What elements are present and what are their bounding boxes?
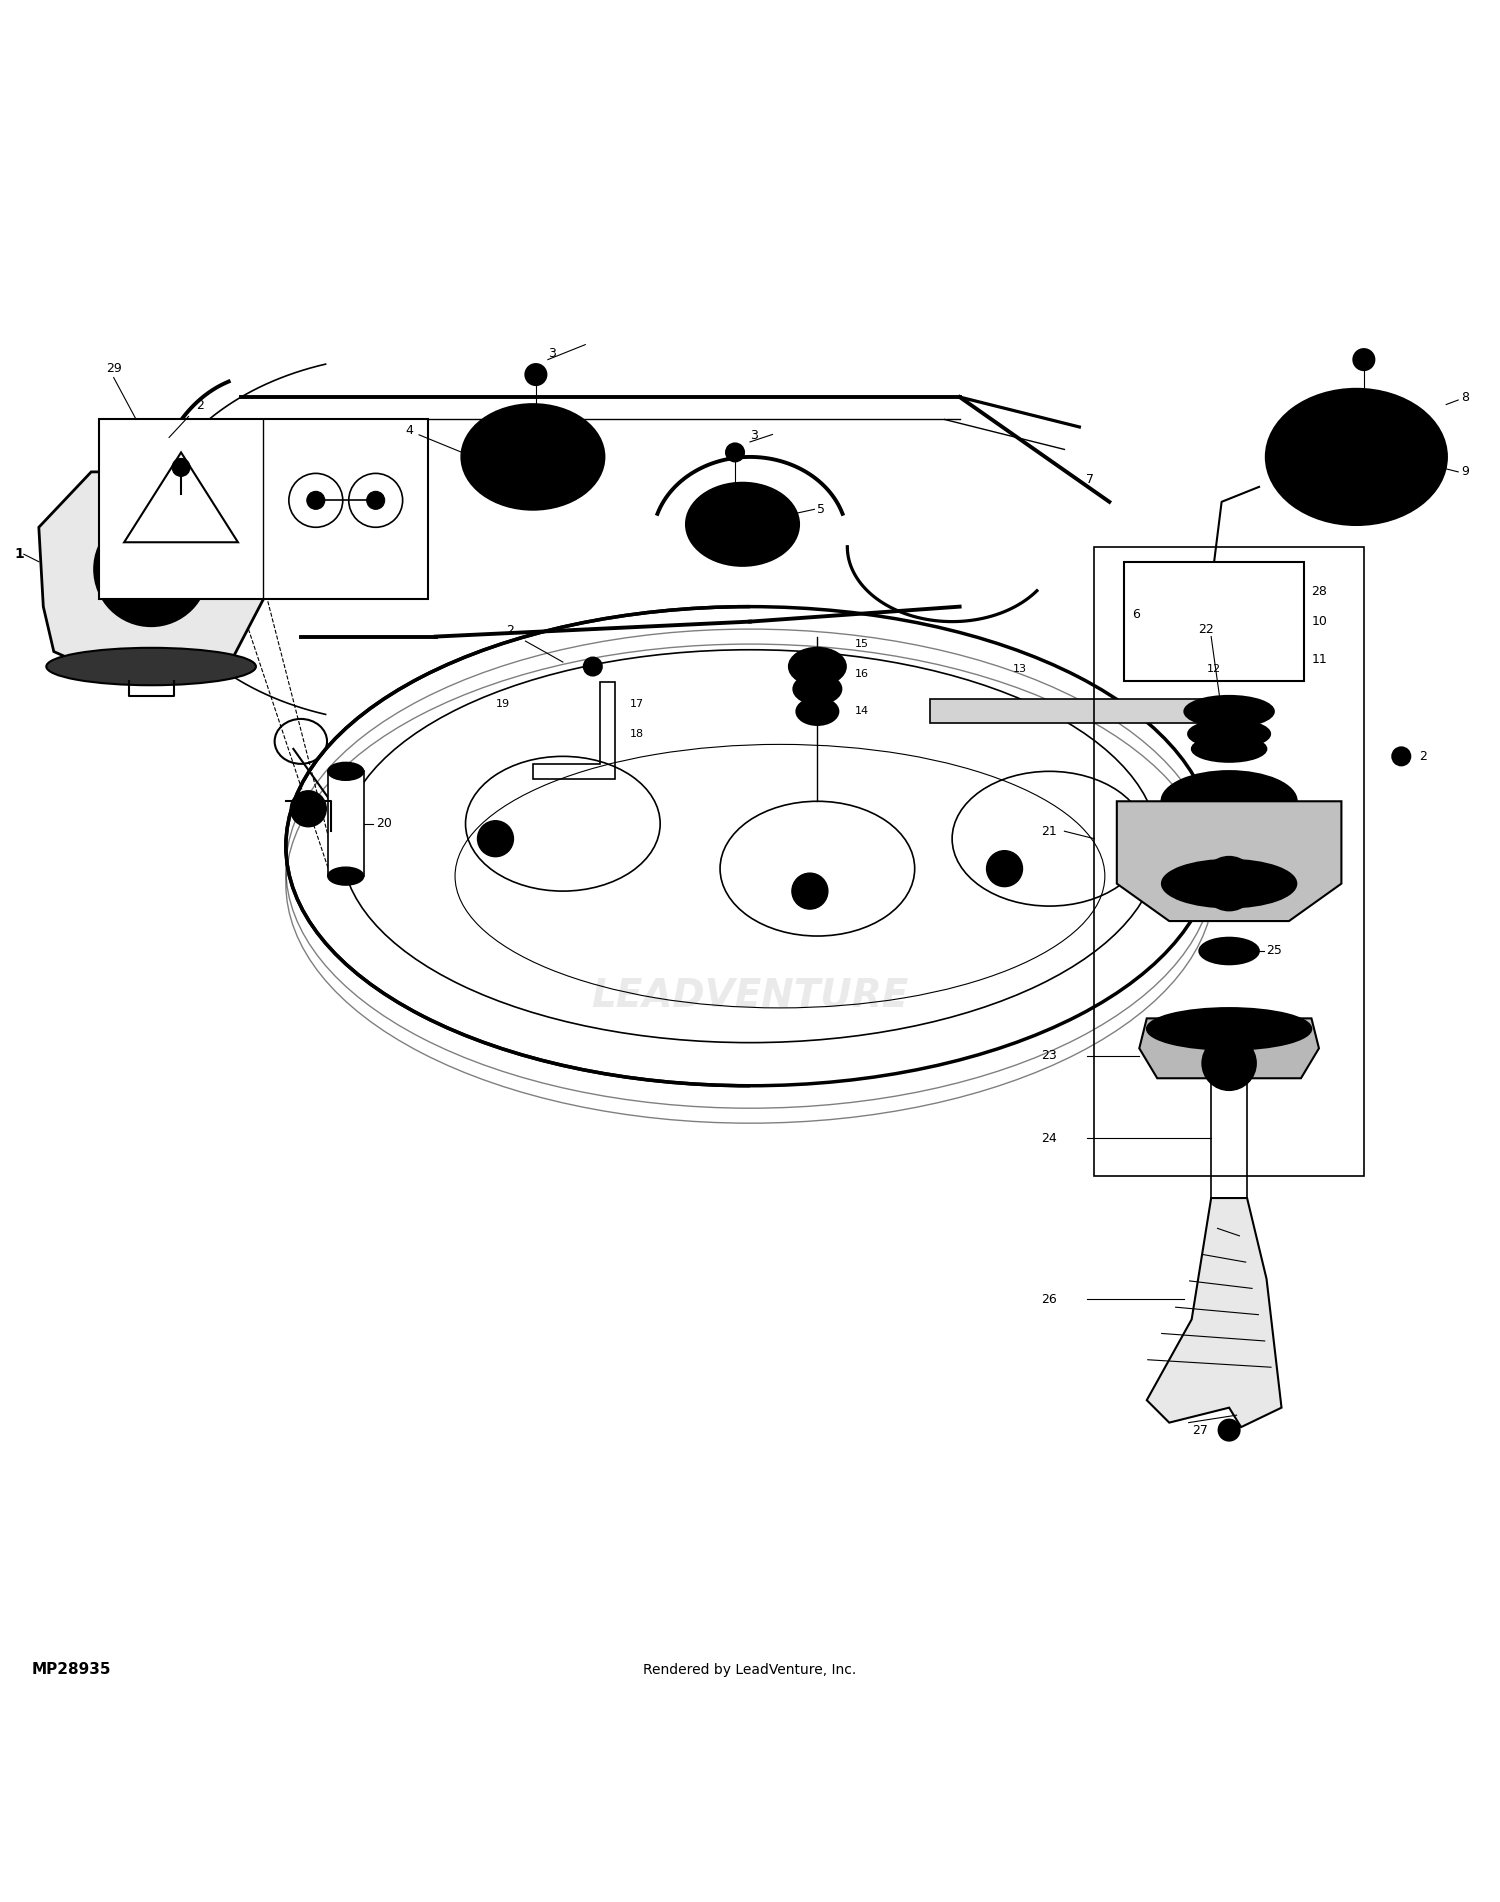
Ellipse shape <box>1266 390 1446 525</box>
Circle shape <box>1202 1037 1255 1090</box>
Circle shape <box>158 434 176 451</box>
Text: 10: 10 <box>1311 614 1328 628</box>
Bar <box>930 700 1228 723</box>
Circle shape <box>94 512 208 626</box>
Text: 8: 8 <box>1461 390 1468 403</box>
Circle shape <box>987 850 1023 886</box>
Circle shape <box>114 533 189 607</box>
Circle shape <box>1353 350 1374 371</box>
Ellipse shape <box>462 405 604 510</box>
Ellipse shape <box>794 673 842 704</box>
Ellipse shape <box>1191 736 1266 763</box>
Text: 3: 3 <box>548 346 555 359</box>
Circle shape <box>525 363 546 384</box>
Circle shape <box>1347 405 1365 422</box>
Circle shape <box>1404 449 1422 466</box>
Text: 24: 24 <box>1041 1132 1058 1145</box>
Ellipse shape <box>1188 719 1270 747</box>
Text: 2: 2 <box>1419 749 1426 763</box>
Ellipse shape <box>477 417 590 498</box>
Circle shape <box>726 443 744 462</box>
Bar <box>1125 561 1304 681</box>
Ellipse shape <box>489 453 501 462</box>
Ellipse shape <box>1161 772 1296 831</box>
Text: 15: 15 <box>855 639 868 649</box>
Ellipse shape <box>728 512 758 536</box>
Text: 5: 5 <box>818 502 825 515</box>
Ellipse shape <box>1161 860 1296 907</box>
Text: 22: 22 <box>1198 622 1214 635</box>
Ellipse shape <box>46 649 256 685</box>
Text: LEADVENTURE: LEADVENTURE <box>591 978 909 1016</box>
Text: 3: 3 <box>750 430 758 441</box>
Circle shape <box>366 491 384 510</box>
Text: 19: 19 <box>495 698 510 709</box>
Ellipse shape <box>1148 1008 1311 1050</box>
Ellipse shape <box>546 476 558 485</box>
Ellipse shape <box>328 763 363 780</box>
Circle shape <box>584 658 602 675</box>
Circle shape <box>1218 1419 1239 1440</box>
Circle shape <box>1202 856 1255 911</box>
Text: 20: 20 <box>375 818 392 831</box>
Text: 16: 16 <box>855 670 868 679</box>
Ellipse shape <box>1338 443 1376 472</box>
Bar <box>1095 546 1364 1175</box>
Ellipse shape <box>702 495 783 553</box>
Text: 26: 26 <box>1041 1293 1058 1305</box>
Circle shape <box>1347 491 1365 510</box>
Text: 25: 25 <box>1266 945 1282 957</box>
Ellipse shape <box>1184 696 1274 727</box>
Polygon shape <box>39 472 264 681</box>
Text: 11: 11 <box>1311 652 1328 666</box>
Text: 27: 27 <box>1191 1423 1208 1436</box>
Text: 13: 13 <box>1013 664 1026 673</box>
Circle shape <box>792 873 828 909</box>
Text: 7: 7 <box>1086 474 1095 485</box>
Text: 2: 2 <box>196 399 204 413</box>
Ellipse shape <box>796 698 838 725</box>
Text: 29: 29 <box>106 361 122 375</box>
Ellipse shape <box>1281 401 1431 514</box>
Polygon shape <box>1148 1198 1281 1426</box>
Ellipse shape <box>1316 426 1398 489</box>
Bar <box>328 772 363 877</box>
Circle shape <box>1290 449 1308 466</box>
Ellipse shape <box>687 483 798 565</box>
Ellipse shape <box>564 453 576 462</box>
Polygon shape <box>1140 1018 1318 1078</box>
Text: Rendered by LeadVenture, Inc.: Rendered by LeadVenture, Inc. <box>644 1662 856 1678</box>
Text: 28: 28 <box>1311 586 1328 597</box>
Text: 12: 12 <box>1208 664 1221 673</box>
Circle shape <box>802 884 818 898</box>
Circle shape <box>172 458 190 476</box>
Text: 6: 6 <box>1132 607 1140 620</box>
Text: 4: 4 <box>405 424 471 456</box>
Ellipse shape <box>512 441 554 474</box>
Circle shape <box>308 491 326 510</box>
Text: 1: 1 <box>13 548 24 561</box>
Text: 17: 17 <box>630 698 645 709</box>
Text: 9: 9 <box>1461 466 1468 479</box>
Circle shape <box>291 791 327 827</box>
Text: 23: 23 <box>1041 1050 1058 1063</box>
Ellipse shape <box>546 430 558 437</box>
Bar <box>99 420 427 599</box>
Circle shape <box>998 862 1012 877</box>
Text: 2: 2 <box>507 624 515 637</box>
Ellipse shape <box>509 476 520 485</box>
Circle shape <box>1392 747 1410 765</box>
Polygon shape <box>1118 801 1341 921</box>
Circle shape <box>477 822 513 856</box>
Ellipse shape <box>1198 938 1258 964</box>
Text: MP28935: MP28935 <box>32 1662 111 1678</box>
Ellipse shape <box>509 430 520 437</box>
Circle shape <box>134 552 170 588</box>
Text: 18: 18 <box>630 728 645 738</box>
Text: 21: 21 <box>1041 825 1058 837</box>
Ellipse shape <box>328 867 363 884</box>
Circle shape <box>488 831 502 846</box>
Text: 14: 14 <box>855 706 868 717</box>
Ellipse shape <box>789 649 846 685</box>
